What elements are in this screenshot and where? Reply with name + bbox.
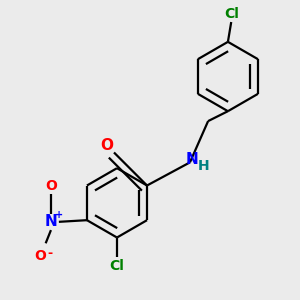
Text: -: -	[47, 247, 52, 260]
Text: Cl: Cl	[224, 7, 239, 21]
Text: H: H	[198, 159, 210, 173]
Text: Cl: Cl	[110, 259, 124, 273]
Text: O: O	[100, 138, 113, 153]
Text: O: O	[45, 179, 57, 194]
Text: N: N	[45, 214, 57, 229]
Text: O: O	[34, 249, 46, 263]
Text: N: N	[185, 152, 198, 166]
Text: +: +	[56, 210, 64, 220]
